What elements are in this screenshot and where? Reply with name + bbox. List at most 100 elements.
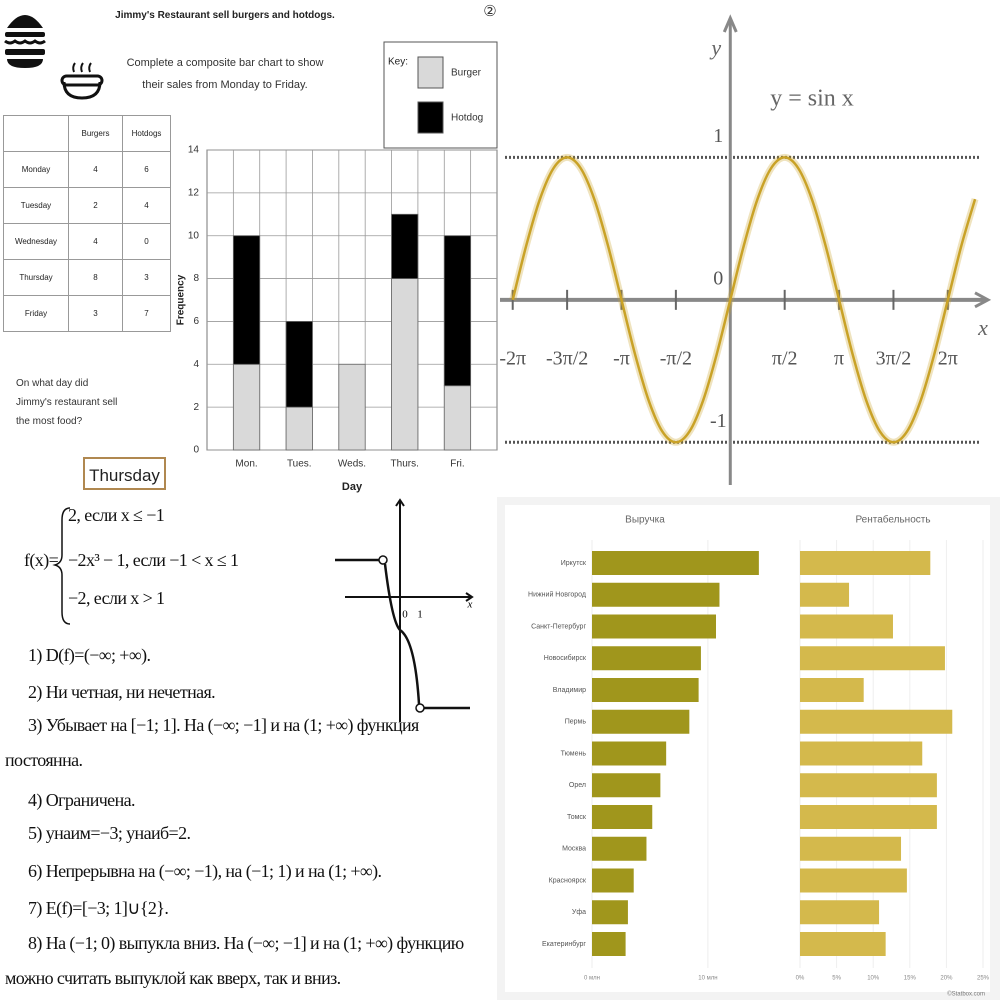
bar-segment [338,363,366,451]
table-cell: 0 [122,223,171,260]
y-tick-label: 10 [188,230,200,241]
table-row: Thursday 8 3 [3,259,171,296]
category-label: Уфа [572,909,586,916]
x-tick-label: 3π/2 [876,347,912,369]
legend-title: Key: [388,57,408,68]
table-cell: 7 [122,295,171,332]
table-row: Wednesday 4 0 [3,223,171,260]
x-tick-label: -3π/2 [546,347,588,369]
table-cell: 3 [68,295,123,332]
sausage [60,74,104,87]
bar [800,805,937,829]
category-label: Пермь [565,719,587,726]
arrow [395,498,405,507]
chart-title: y = sin x [770,86,854,112]
category-label: Владимир [553,687,586,694]
x-tick-label: π [834,347,844,369]
category-label: Санкт-Петербург [531,622,586,630]
legend-label: Hotdog [451,113,483,124]
open-point [378,555,388,565]
table-cell: Friday [3,295,69,332]
patty [5,49,45,55]
x-tick-label: 15% [904,976,917,982]
y-tick-label: 12 [188,187,200,198]
x-tick-label: 0 млн [584,976,600,982]
legend-label: Burger [451,68,482,79]
lettuce [4,39,46,45]
bar-segment [443,385,472,451]
table-cell: 4 [68,151,123,188]
chart-title: Рентабельность [855,514,930,526]
bar [800,678,864,702]
bar-segment [443,235,472,387]
bar [800,932,886,956]
y-axis-label: y [709,35,721,60]
category-label: Орел [569,782,586,789]
table-header-row: Burgers Hotdogs [3,115,171,152]
table-row: Tuesday 2 4 [3,187,171,224]
x-tick-label: Fri. [450,459,464,470]
bun-bottom [7,59,43,68]
bar-segment [285,406,313,451]
y-tick-label: 14 [188,145,200,156]
bar [592,646,701,671]
category-label: Новосибирск [544,654,587,662]
list-item: 7) E(f)=[−3; 1]∪{2}. [28,898,169,918]
x-tick-label: 20% [940,976,953,982]
bar [592,773,661,798]
table-cell: 8 [68,259,123,296]
header-cell [3,115,69,152]
x-axis-label: Day [342,481,363,493]
bar [592,805,653,829]
y-tick-label: -1 [710,410,727,432]
x-tick-label: Mon. [235,459,257,470]
patty [5,32,45,37]
table-cell: Tuesday [3,187,69,224]
worksheet-title: Jimmy's Restaurant sell burgers and hotd… [115,10,335,21]
list-item: 5) yнаим=−3; yнаиб=2. [28,823,191,843]
bar [800,646,945,671]
list-item: 2) Ни четная, ни нечетная. [28,682,216,702]
function-name: f(x)= [24,550,59,570]
bar [592,741,667,766]
x-tick-label: -π/2 [660,347,692,369]
bar-segment [232,235,261,365]
bar [592,868,634,893]
table-cell: 2 [68,187,123,224]
header-cell: Hotdogs [122,115,171,152]
bar [800,741,923,766]
brace [52,507,71,625]
x-tick-label: 0% [796,976,805,982]
table-cell: 6 [122,151,171,188]
case-line: −2x³ − 1, если −1 < x ≤ 1 [68,550,239,570]
graph-label: 1 [417,609,423,621]
bar-segment [232,363,261,451]
x-tick-label: -π [613,347,630,369]
category-label: Москва [562,846,586,853]
bar [592,932,626,956]
bar [592,678,699,702]
bun [62,81,102,100]
list-item: 3) Убывает на [−1; 1]. На (−∞; −1] и на … [5,715,419,770]
legend-swatch [417,101,444,134]
bar-segment [391,278,419,451]
table-cell: Thursday [3,259,69,296]
y-tick-label: 8 [193,273,199,284]
x-tick-label: Weds. [338,459,366,470]
table-cell: 4 [68,223,123,260]
bar [592,582,720,607]
bar [592,551,759,575]
y-tick-label: 0 [713,267,723,289]
arrow [465,592,474,602]
category-label: Тюмень [561,750,587,757]
bar [592,900,628,925]
figure-number: ② [483,3,496,20]
steam [72,62,92,73]
graph-label: x [467,599,473,611]
x-tick-label: 25% [977,976,990,982]
bar [592,709,690,734]
x-tick-label: -2π [499,347,526,369]
answer-box: Thursday [83,457,166,490]
y-arrow [722,14,738,33]
bar [800,900,880,925]
